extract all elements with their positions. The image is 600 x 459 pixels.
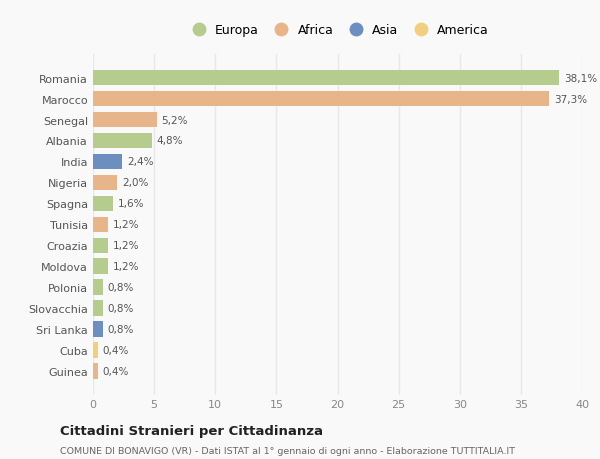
Text: 0,8%: 0,8% (107, 283, 134, 293)
Text: 38,1%: 38,1% (563, 73, 597, 84)
Bar (93, 343, 98, 358)
Bar (93, 154, 122, 170)
Text: 0,4%: 0,4% (103, 366, 129, 376)
Text: 37,3%: 37,3% (554, 94, 587, 104)
Bar (93, 133, 152, 149)
Text: 0,8%: 0,8% (107, 325, 134, 335)
Text: 0,8%: 0,8% (107, 304, 134, 313)
Bar (93, 322, 103, 337)
Bar (93, 175, 118, 191)
Bar (93, 91, 549, 107)
Bar (93, 238, 107, 254)
Text: 4,8%: 4,8% (157, 136, 183, 146)
Text: 2,0%: 2,0% (122, 178, 149, 188)
Text: 1,2%: 1,2% (113, 241, 139, 251)
Bar (93, 196, 113, 212)
Legend: Europa, Africa, Asia, America: Europa, Africa, Asia, America (182, 21, 493, 41)
Text: 1,2%: 1,2% (113, 220, 139, 230)
Bar (93, 280, 103, 296)
Text: 0,4%: 0,4% (103, 346, 129, 356)
Bar (93, 364, 98, 379)
Bar (93, 217, 107, 233)
Text: 2,4%: 2,4% (127, 157, 154, 167)
Text: COMUNE DI BONAVIGO (VR) - Dati ISTAT al 1° gennaio di ogni anno - Elaborazione T: COMUNE DI BONAVIGO (VR) - Dati ISTAT al … (60, 446, 515, 455)
Bar (93, 259, 107, 274)
Text: 5,2%: 5,2% (161, 115, 188, 125)
Text: 1,6%: 1,6% (118, 199, 144, 209)
Text: Cittadini Stranieri per Cittadinanza: Cittadini Stranieri per Cittadinanza (60, 424, 323, 437)
Text: 1,2%: 1,2% (113, 262, 139, 272)
Bar (93, 71, 559, 86)
Bar (93, 301, 103, 317)
Bar (93, 112, 157, 128)
